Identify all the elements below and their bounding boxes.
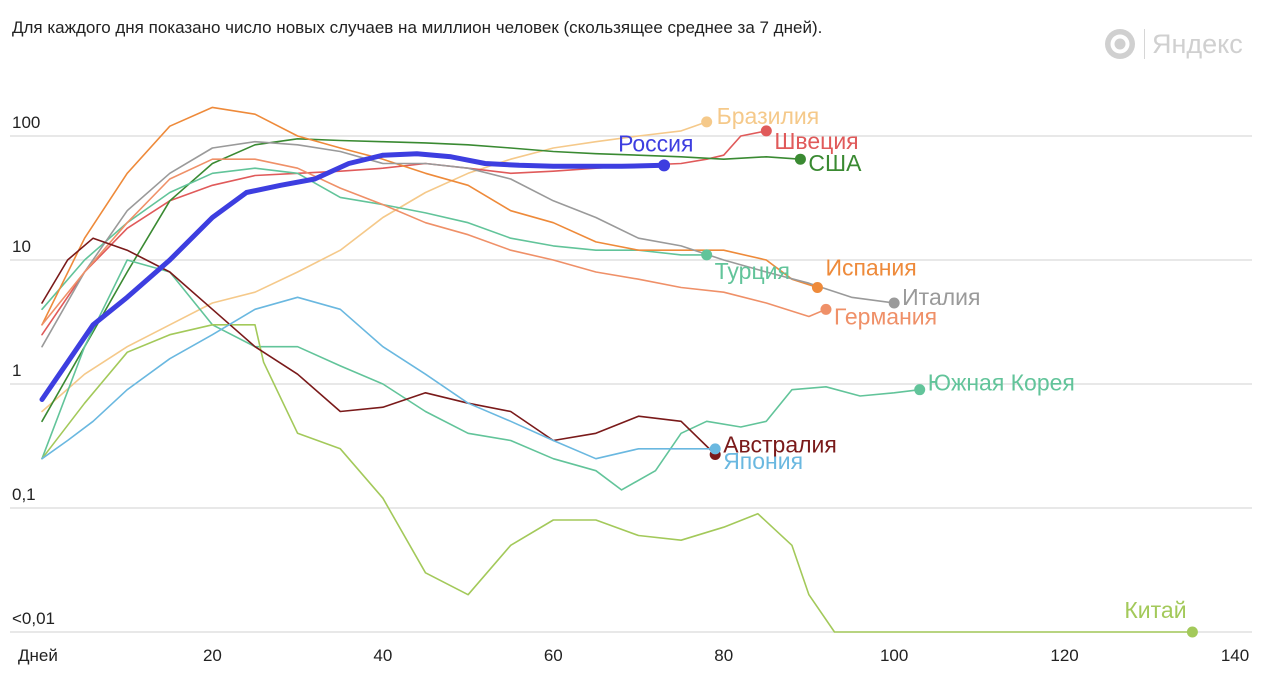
series-line-япония [41,296,716,460]
y-tick-label: 100 [12,113,40,132]
series-end-point-япония [709,443,721,455]
series-line-бразилия [41,121,708,413]
series-label-италия: Италия [902,284,980,310]
series-label-турция: Турция [715,258,790,284]
series-line-китай [41,324,1194,633]
y-axis-ticks: 100 10 1 0,1 <0,01 [12,113,55,628]
x-tick-label: 80 [714,646,733,665]
series-label-германия: Германия [834,303,937,329]
series-label-швеция: Швеция [774,128,858,154]
y-tick-label: 1 [12,361,21,380]
series-label-южная-корея: Южная Корея [928,370,1075,396]
series-label-бразилия: Бразилия [717,103,820,129]
series-end-point-россия [658,159,671,172]
series-line-германия [41,158,827,326]
series-label-испания: Испания [825,255,916,281]
x-tick-label: 120 [1050,646,1078,665]
brand-logo: Яндекс [1104,28,1243,60]
chart-subtitle: Для каждого дня показано число новых слу… [12,18,823,37]
series-end-point-испания [811,282,823,294]
series-label-сша: США [808,150,862,176]
brand-text: Яндекс [1152,28,1243,59]
series-line-сша [41,138,802,423]
series-line-австралия [41,237,716,456]
x-axis-label: Дней [18,646,58,665]
chart-series [39,106,1194,633]
series-label-китай: Китай [1124,597,1186,623]
series-end-point-бразилия [701,116,713,128]
series-end-point-сша [794,153,806,165]
series-end-point-италия [888,297,900,309]
series-line-турция [41,167,708,311]
yandex-logo-icon [1105,29,1135,59]
series-line-россия [39,151,667,402]
brand-divider [1144,29,1145,59]
series-end-point-китай [1186,626,1198,638]
x-tick-label: 20 [203,646,222,665]
y-tick-label: 10 [12,237,31,256]
series-line-италия [41,140,895,348]
series-end-point-турция [701,249,713,261]
series-end-point-южная-корея [914,384,926,396]
series-label-россия: Россия [618,130,693,156]
series-label-япония: Япония [723,448,803,474]
series-end-point-германия [820,303,832,315]
series-line-испания [41,106,819,326]
series-end-point-швеция [760,125,772,137]
y-tick-label: 0,1 [12,485,36,504]
x-tick-label: 60 [544,646,563,665]
x-tick-label: 40 [373,646,392,665]
x-axis-ticks: Дней 20 40 60 80 100 120 140 [18,646,1249,665]
y-tick-label: <0,01 [12,609,55,628]
series-label-австралия: Австралия [723,432,837,458]
x-tick-label: 100 [880,646,908,665]
x-tick-label: 140 [1221,646,1249,665]
chart-series-endpoints [658,116,1198,638]
